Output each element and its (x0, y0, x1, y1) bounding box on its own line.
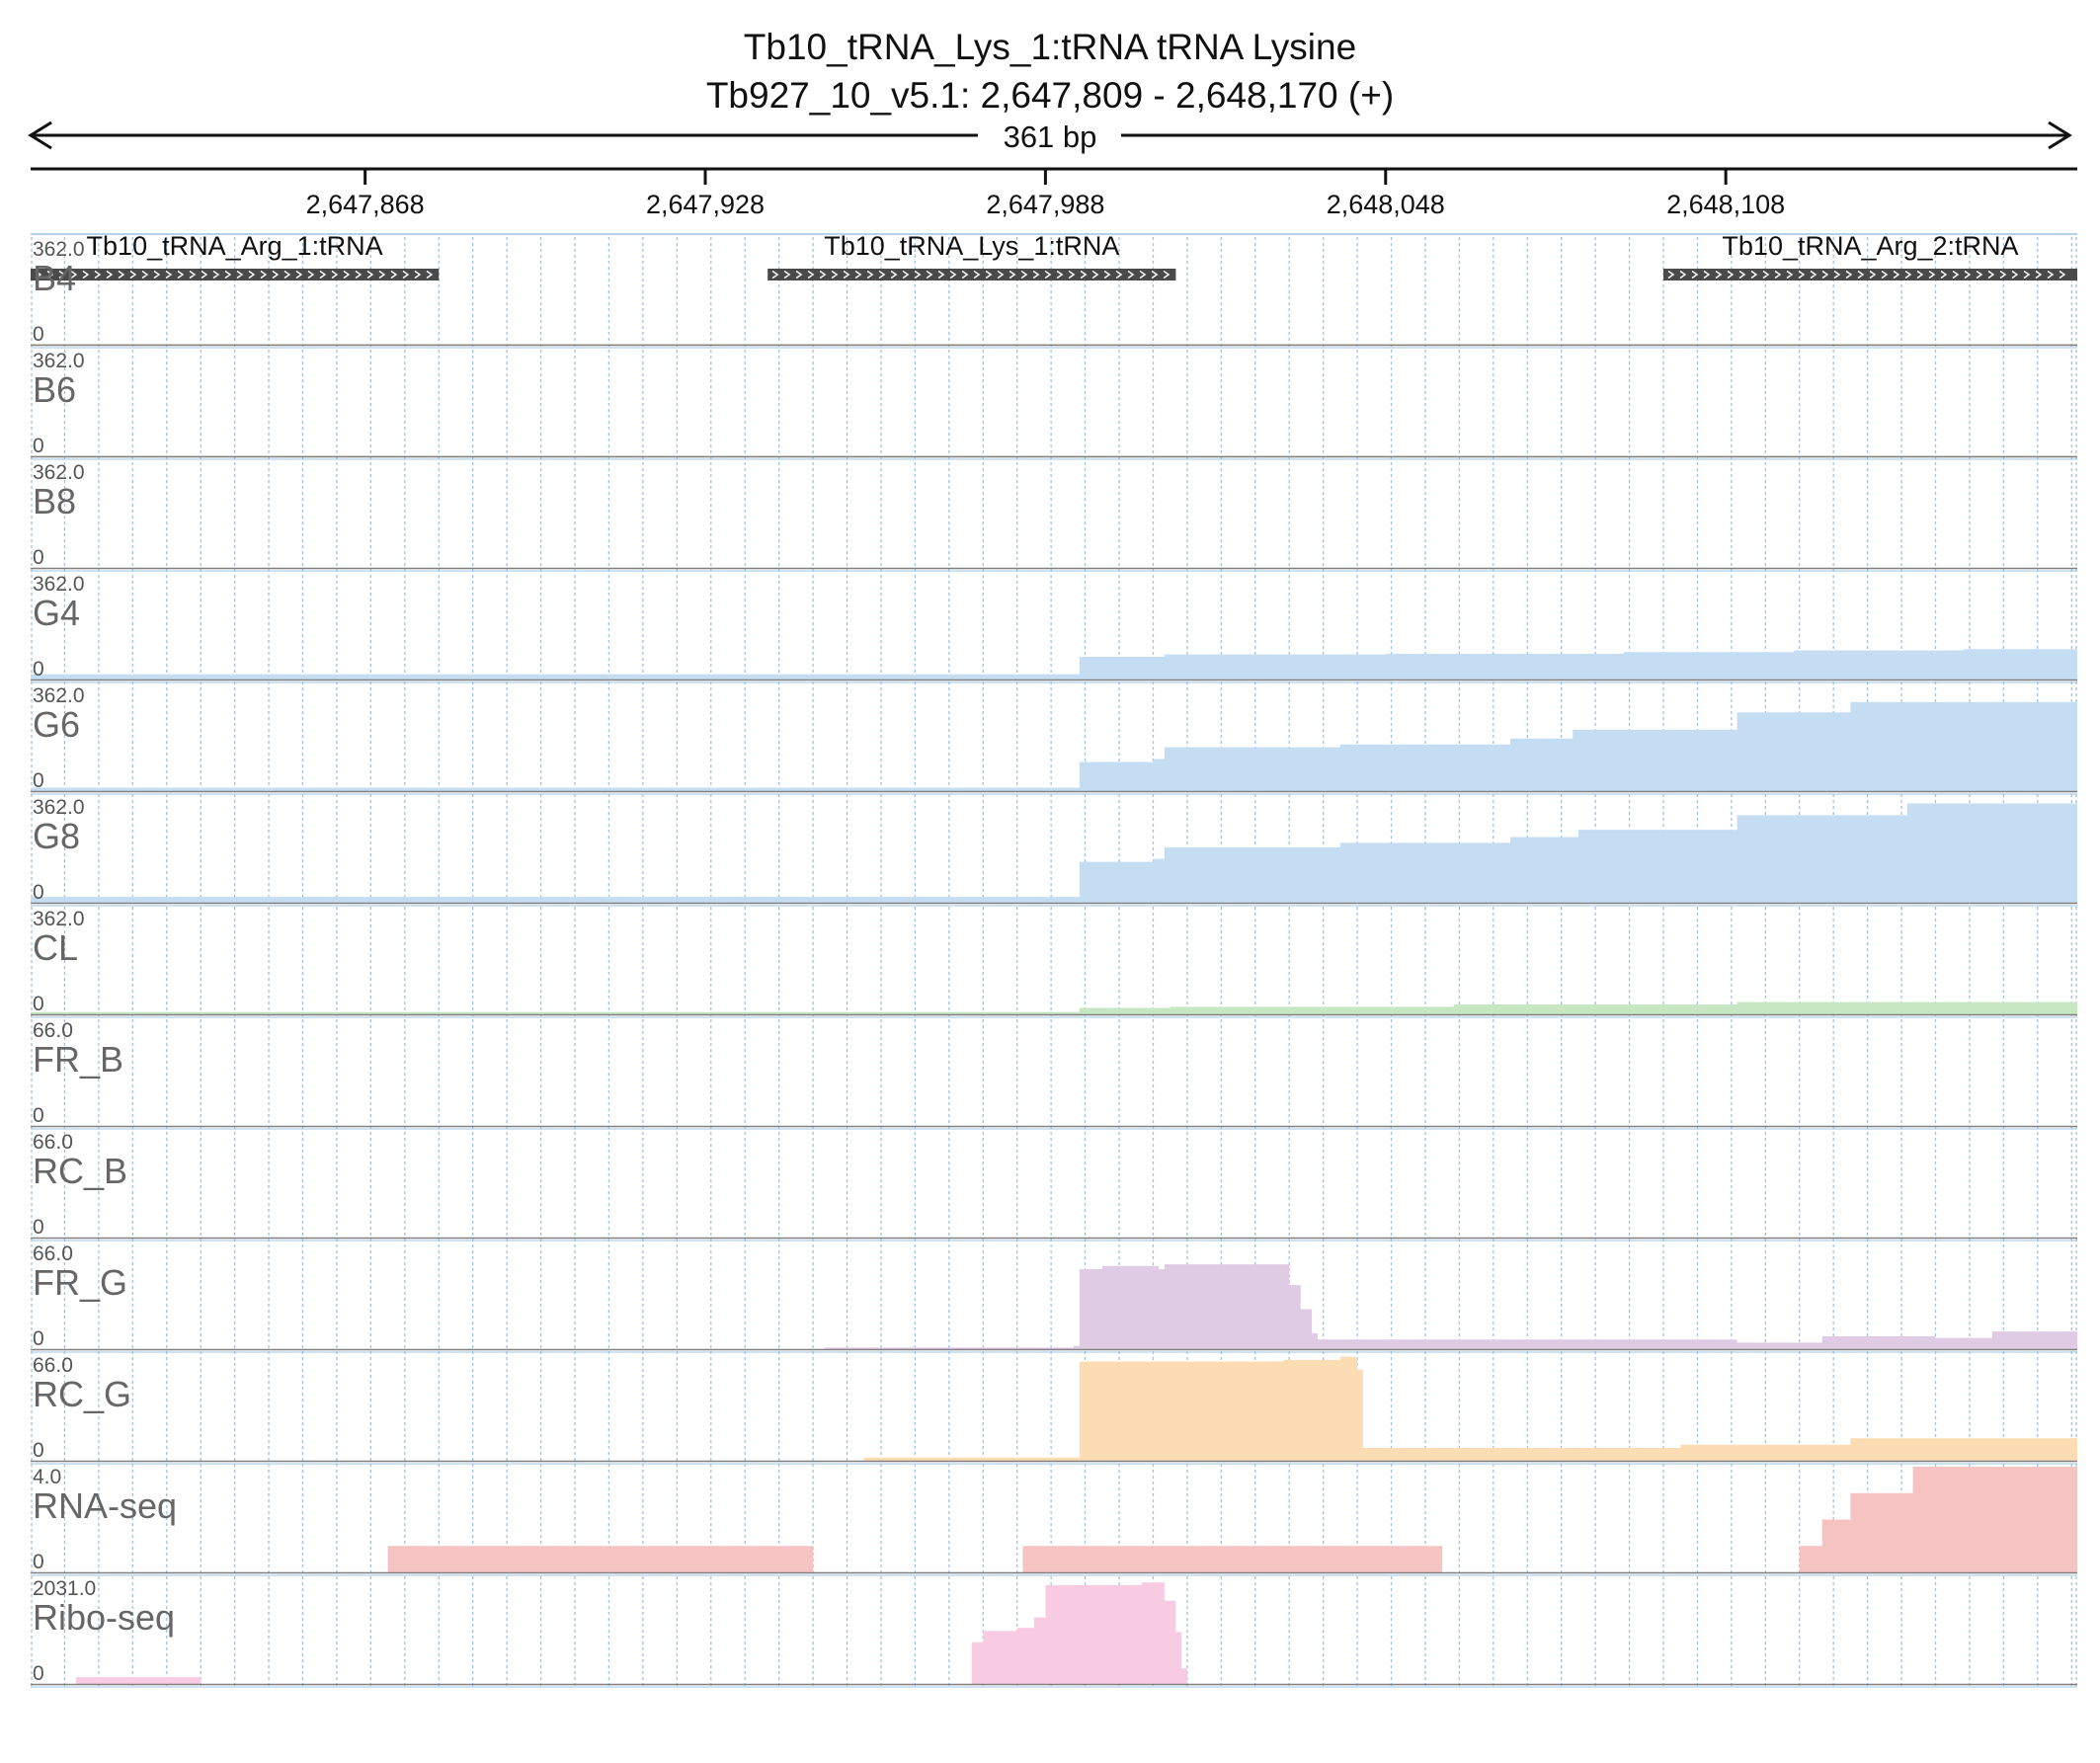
track-g6: 362.0G6 0 (31, 684, 2077, 795)
track-max-label: 362.0 (33, 908, 85, 930)
track-zero-label: 0 (33, 323, 44, 346)
feature-label: Tb10_tRNA_Lys_1:tRNA (824, 231, 1119, 261)
track-max-label: 66.0 (33, 1354, 73, 1377)
track-max-label: 4.0 (33, 1466, 61, 1488)
track-max-label: 362.0 (33, 461, 85, 484)
tick-label-3: 2,648,048 (1327, 190, 1445, 219)
tick-label-0: 2,647,868 (306, 190, 425, 219)
coverage-area (31, 1000, 2077, 1014)
track-name: FR_G (33, 1262, 127, 1303)
feature-bar (1663, 269, 2077, 280)
track-name: G8 (33, 816, 80, 856)
track-zero-label: 0 (33, 881, 44, 904)
track-b6: 362.0B6 0 (31, 350, 2077, 460)
track-max-label: 362.0 (33, 238, 85, 261)
feature-label: Tb10_tRNA_Arg_2:tRNA (1722, 231, 2018, 261)
vertical-gridlines (31, 237, 2077, 1687)
track-g4: 362.0G4 0 (31, 573, 2077, 683)
track-b4: 362.0B4 0 (31, 238, 2077, 349)
track-name: CL (33, 927, 78, 968)
track-zero-label: 0 (33, 435, 44, 457)
track-max-label: 362.0 (33, 684, 85, 707)
coverage-area (31, 1356, 2077, 1461)
track-b8: 362.0B8 0 (31, 461, 2077, 572)
coverage-area (31, 697, 2077, 791)
track-name: G6 (33, 704, 80, 745)
track-max-label: 362.0 (33, 573, 85, 596)
axis-ticks: 2,647,868 2,647,928 2,647,988 2,648,048 2,64… (306, 169, 1785, 219)
span-arrow-left-icon (28, 120, 52, 150)
feature-tb10-trna-lys-1-trna[interactable]: Tb10_tRNA_Lys_1:tRNA (767, 231, 1176, 280)
track-name: RC_B (33, 1151, 127, 1191)
strand-chevron-icon (35, 270, 434, 280)
span-ruler: 361 bp (28, 120, 2072, 154)
track-zero-label: 0 (33, 1439, 44, 1462)
strand-chevron-icon (771, 270, 1171, 280)
feature-tb10-trna-arg-2-trna[interactable]: Tb10_tRNA_Arg_2:tRNA (1663, 231, 2077, 280)
track-rc-b: 66.0RC_B 0 (31, 1131, 2077, 1242)
track-name: B6 (33, 369, 76, 410)
track-zero-label: 0 (33, 658, 44, 681)
track-name: G4 (33, 593, 80, 633)
feature-tb10-trna-arg-1-trna[interactable]: Tb10_tRNA_Arg_1:tRNA (31, 231, 440, 280)
gene-features: Tb10_tRNA_Arg_1:tRNA Tb10_tRNA_Lys_1:tRNA… (31, 231, 2077, 280)
track-name: Ribo-seq (33, 1597, 175, 1638)
coverage-area (31, 1467, 2077, 1572)
track-fr-b: 66.0FR_B 0 (31, 1019, 2077, 1130)
track-zero-label: 0 (33, 769, 44, 792)
coverage-area (31, 1582, 2077, 1684)
coverage-tracks: 362.0B40362.0B60362.0B80362.0G40362.0G60… (31, 233, 2077, 1688)
span-arrow-right-icon (2048, 120, 2072, 150)
track-zero-label: 0 (33, 1104, 44, 1127)
track-zero-label: 0 (33, 1662, 44, 1685)
track-name: RNA-seq (33, 1485, 177, 1526)
track-zero-label: 0 (33, 546, 44, 569)
track-max-label: 362.0 (33, 796, 85, 819)
track-name: B4 (33, 258, 76, 298)
coverage-area (31, 800, 2077, 903)
track-rc-g: 66.0RC_G 0 (31, 1354, 2077, 1465)
strand-chevron-icon (1667, 270, 2066, 280)
span-length-label: 361 bp (1004, 120, 1097, 154)
tick-label-4: 2,648,108 (1666, 190, 1785, 219)
track-max-label: 66.0 (33, 1242, 73, 1265)
coverage-area (31, 1264, 2077, 1349)
track-fr-g: 66.0FR_G 0 (31, 1242, 2077, 1353)
feature-bar (31, 269, 440, 280)
track-cl: 362.0CL 0 (31, 908, 2077, 1018)
feature-label: Tb10_tRNA_Arg_1:tRNA (87, 231, 383, 261)
tick-label-2: 2,647,988 (986, 190, 1104, 219)
feature-title: Tb10_tRNA_Lys_1:tRNA tRNA Lysine (744, 27, 1356, 67)
tick-label-1: 2,647,928 (646, 190, 765, 219)
locus-coordinates: Tb927_10_v5.1: 2,647,809 - 2,648,170 (+) (706, 75, 1394, 116)
track-zero-label: 0 (33, 1551, 44, 1573)
track-max-label: 66.0 (33, 1019, 73, 1042)
track-zero-label: 0 (33, 1327, 44, 1350)
track-name: RC_G (33, 1374, 131, 1414)
track-zero-label: 0 (33, 1216, 44, 1239)
coverage-area (31, 649, 2077, 680)
feature-bar (767, 269, 1176, 280)
track-max-label: 66.0 (33, 1131, 73, 1154)
track-name: B8 (33, 481, 76, 521)
track-max-label: 362.0 (33, 350, 85, 372)
track-g8: 362.0G8 0 (31, 796, 2077, 907)
track-name: FR_B (33, 1039, 123, 1080)
track-zero-label: 0 (33, 993, 44, 1015)
track-max-label: 2031.0 (33, 1577, 96, 1600)
